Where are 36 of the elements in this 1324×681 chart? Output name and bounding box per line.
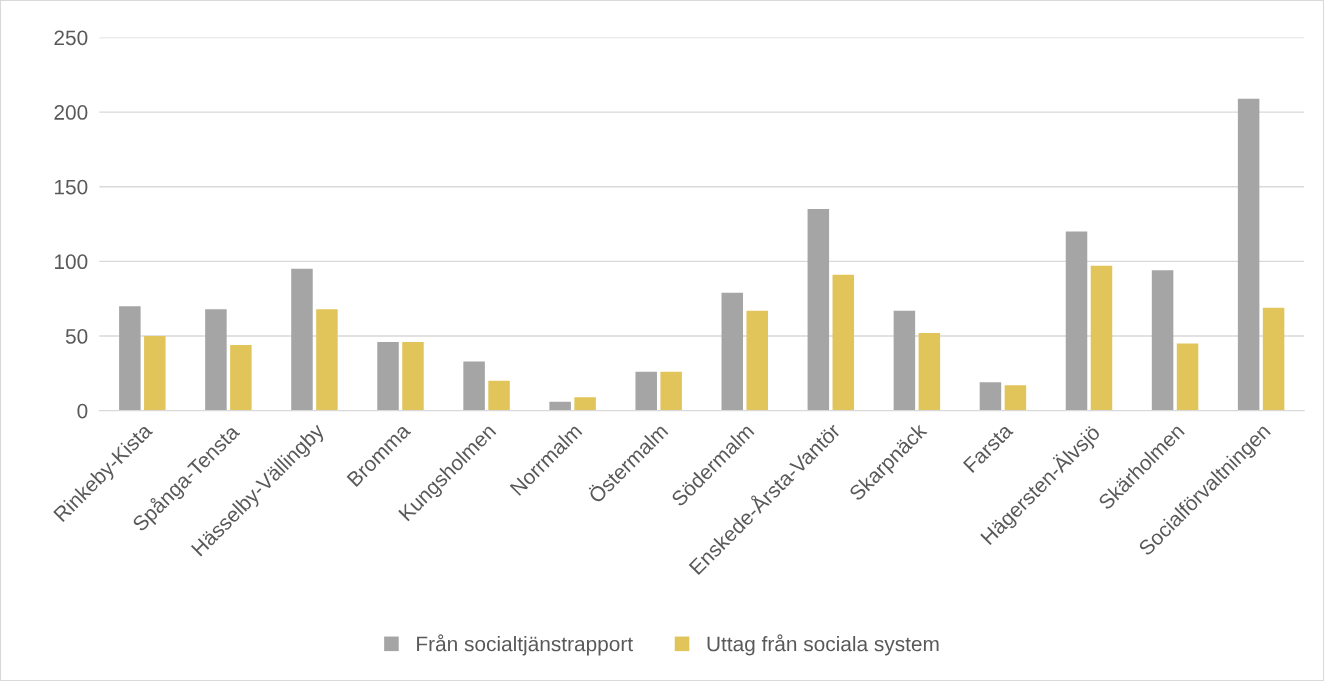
bar [377, 341, 399, 411]
bar [721, 292, 744, 411]
bar [1262, 307, 1285, 411]
bar [979, 382, 1002, 411]
bar [1090, 265, 1113, 411]
bar [893, 310, 916, 411]
bar [144, 336, 166, 411]
bar [402, 341, 424, 411]
bar [660, 371, 682, 411]
y-tick-label: 150 [55, 179, 88, 195]
y-tick-label: 200 [54, 105, 88, 120]
bar [1151, 270, 1174, 411]
legend-label: Uttag från sociala system [707, 634, 939, 656]
bar [1237, 98, 1260, 411]
bar [488, 380, 510, 411]
y-tick-label: 250 [54, 30, 88, 46]
bar [1065, 231, 1088, 411]
bar [918, 333, 941, 411]
bar [549, 401, 571, 411]
bar [291, 268, 313, 411]
bar [746, 310, 768, 411]
bar [119, 306, 141, 411]
bar [574, 397, 596, 411]
bar [635, 371, 657, 411]
bar [1176, 343, 1199, 411]
bar [205, 309, 227, 411]
legend-label: Från socialtjänstrapport [417, 634, 633, 656]
y-tick-label: 50 [65, 329, 88, 344]
bar [463, 361, 485, 411]
bar [832, 274, 855, 411]
bar [1004, 385, 1027, 411]
bar [316, 309, 338, 411]
bar [807, 209, 830, 411]
y-tick-label: 0 [77, 403, 88, 419]
y-tick-label: 100 [55, 254, 88, 270]
bar [230, 344, 252, 411]
